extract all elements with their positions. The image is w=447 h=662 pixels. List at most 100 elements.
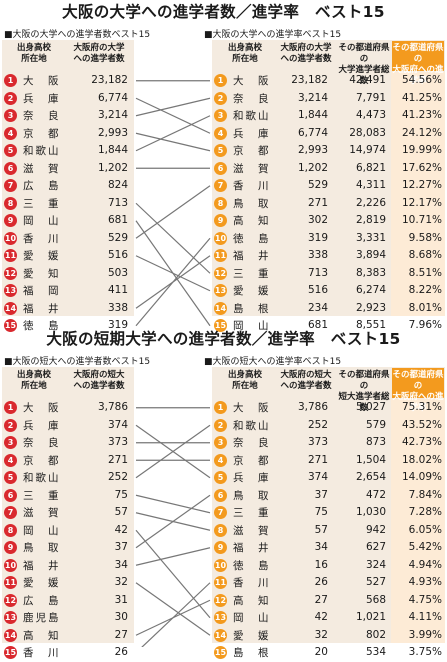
junior-left-row: 2 兵 庫 374 bbox=[4, 417, 134, 435]
univ-right-row: 1 大 阪 23,182 42,491 54.56% bbox=[214, 72, 445, 90]
total-enrollment: 6,821 bbox=[355, 161, 386, 174]
enrollment-count: 319 bbox=[107, 319, 128, 331]
rank-badge: 14 bbox=[214, 628, 227, 642]
rank-badge: 6 bbox=[4, 488, 17, 502]
enrollment-count: 302 bbox=[307, 214, 328, 226]
univ-right-row: 3 和歌山 1,844 4,473 41.23% bbox=[214, 107, 445, 125]
junior-right-row: 2 和歌山 252 579 43.52% bbox=[214, 417, 445, 435]
rank-badge: 11 bbox=[4, 249, 17, 263]
junior-right-row: 12 高 知 27 568 4.75% bbox=[214, 592, 445, 610]
junior-left-header-pref: 出身高校 所在地 bbox=[16, 370, 51, 391]
rank-badge: 10 bbox=[214, 558, 227, 572]
prefecture-name: 大 阪 bbox=[23, 75, 61, 88]
rank-badge: 10 bbox=[4, 231, 17, 245]
total-enrollment: 42,491 bbox=[349, 74, 386, 86]
univ-left-row: 5 和歌山 1,844 bbox=[4, 142, 134, 160]
osaka-rate: 75.31% bbox=[401, 401, 442, 413]
total-enrollment: 627 bbox=[365, 541, 386, 553]
rank-connector-line bbox=[135, 115, 211, 152]
rank-badge: 14 bbox=[4, 628, 17, 642]
prefecture-name: 徳 島 bbox=[233, 232, 271, 245]
rank-badge: 8 bbox=[4, 523, 17, 537]
enrollment-count: 2,993 bbox=[297, 144, 328, 156]
total-enrollment: 1,504 bbox=[355, 453, 386, 466]
junior-right-row: 11 香 川 26 527 4.93% bbox=[214, 574, 445, 592]
total-enrollment: 8,551 bbox=[355, 319, 386, 331]
prefecture-name: 滋 賀 bbox=[23, 507, 61, 520]
total-enrollment: 802 bbox=[365, 628, 386, 641]
prefecture-name: 岡 山 bbox=[23, 524, 61, 537]
enrollment-count: 271 bbox=[107, 453, 128, 466]
rank-connector-line bbox=[135, 237, 211, 327]
enrollment-count: 503 bbox=[107, 266, 128, 279]
prefecture-name: 愛 媛 bbox=[23, 250, 61, 263]
junior-right-row: 6 鳥 取 37 472 7.84% bbox=[214, 487, 445, 505]
osaka-rate: 3.75% bbox=[408, 646, 442, 658]
univ-left-row: 12 愛 知 503 bbox=[4, 265, 134, 283]
osaka-rate: 4.93% bbox=[408, 576, 442, 588]
prefecture-name: 香 川 bbox=[233, 180, 271, 193]
junior-left-caption: ■大阪の短大への進学者数ベスト15 bbox=[4, 357, 151, 367]
rank-connector-line bbox=[135, 494, 211, 514]
enrollment-count: 1,202 bbox=[97, 161, 128, 174]
rank-connector-line bbox=[135, 97, 211, 134]
rank-badge: 5 bbox=[214, 471, 227, 485]
rank-badge: 4 bbox=[4, 453, 17, 467]
univ-left-header-pref: 出身高校 所在地 bbox=[16, 43, 51, 64]
prefecture-name: 鳥 取 bbox=[233, 489, 271, 502]
univ-right-header-2: その都道府県の 大学進学者総数 bbox=[338, 43, 390, 86]
rank-badge: 7 bbox=[4, 179, 17, 193]
junior-left-row: 14 高 知 27 bbox=[4, 627, 134, 645]
enrollment-count: 681 bbox=[107, 214, 128, 226]
enrollment-count: 319 bbox=[307, 231, 328, 244]
enrollment-count: 516 bbox=[107, 249, 128, 261]
univ-right-row: 5 京 都 2,993 14,974 19.99% bbox=[214, 142, 445, 160]
rank-badge: 12 bbox=[214, 266, 227, 280]
rank-badge: 13 bbox=[4, 284, 17, 298]
univ-left-row: 4 京 都 2,993 bbox=[4, 125, 134, 143]
total-enrollment: 4,311 bbox=[355, 179, 386, 191]
rank-badge: 15 bbox=[4, 319, 17, 333]
prefecture-name: 鳥 取 bbox=[23, 542, 61, 555]
rank-badge: 4 bbox=[214, 126, 227, 140]
junior-left-row: 1 大 阪 3,786 bbox=[4, 399, 134, 417]
total-enrollment: 4,473 bbox=[355, 109, 386, 121]
total-enrollment: 8,383 bbox=[355, 266, 386, 279]
rank-connector-line bbox=[135, 255, 211, 292]
total-enrollment: 2,923 bbox=[355, 301, 386, 314]
prefecture-name: 兵 庫 bbox=[23, 92, 61, 105]
prefecture-name: 三 重 bbox=[233, 507, 271, 520]
prefecture-name: 鳥 取 bbox=[233, 197, 271, 210]
prefecture-name: 福 井 bbox=[23, 559, 61, 572]
prefecture-name: 奈 良 bbox=[233, 437, 271, 450]
univ-right-header-3: その都道府県の 大阪府への進学率 bbox=[392, 41, 444, 86]
prefecture-name: 三 重 bbox=[233, 267, 271, 280]
enrollment-count: 373 bbox=[107, 436, 128, 448]
rank-badge: 6 bbox=[214, 488, 227, 502]
total-enrollment: 1,021 bbox=[355, 611, 386, 623]
rank-badge: 8 bbox=[4, 196, 17, 210]
prefecture-name: 奈 良 bbox=[23, 110, 61, 123]
prefecture-name: 岡 山 bbox=[23, 215, 61, 228]
total-enrollment: 568 bbox=[365, 593, 386, 606]
total-enrollment: 2,819 bbox=[355, 214, 386, 226]
rank-badge: 3 bbox=[214, 436, 227, 450]
osaka-rate: 4.75% bbox=[408, 593, 442, 606]
rank-badge: 13 bbox=[214, 284, 227, 298]
enrollment-count: 374 bbox=[307, 471, 328, 483]
junior-right-header-2: その都道府県の 短大進学者総数 bbox=[338, 370, 390, 413]
rank-badge: 6 bbox=[4, 161, 17, 175]
prefecture-name: 兵 庫 bbox=[233, 127, 271, 140]
enrollment-count: 42 bbox=[314, 611, 328, 623]
rank-badge: 13 bbox=[4, 611, 17, 625]
enrollment-count: 271 bbox=[307, 453, 328, 466]
enrollment-count: 6,774 bbox=[97, 91, 128, 104]
enrollment-count: 3,214 bbox=[97, 109, 128, 121]
univ-rate-column bbox=[391, 72, 445, 316]
rank-badge: 1 bbox=[214, 401, 227, 415]
total-enrollment: 7,791 bbox=[355, 91, 386, 104]
enrollment-count: 20 bbox=[314, 646, 328, 658]
rank-connector-line bbox=[135, 424, 211, 479]
prefecture-name: 福 井 bbox=[23, 302, 61, 315]
enrollment-count: 252 bbox=[107, 471, 128, 483]
